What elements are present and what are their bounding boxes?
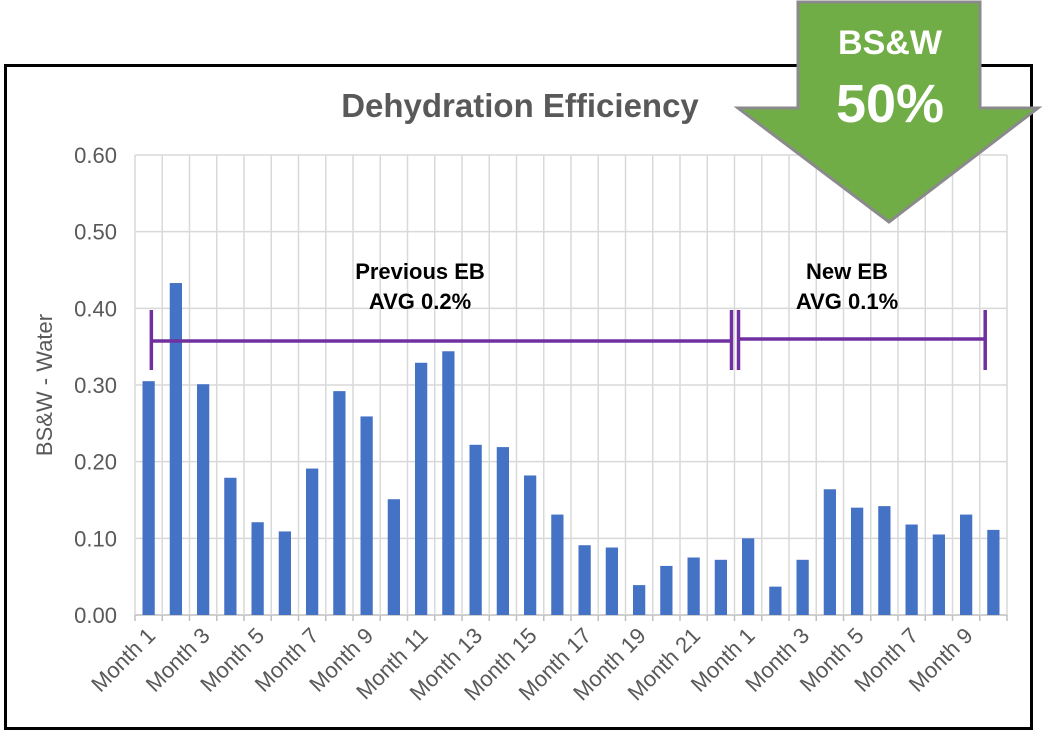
y-tick-label: 0.00	[74, 603, 117, 628]
bar	[224, 477, 237, 615]
bar	[959, 514, 973, 615]
bar	[796, 559, 809, 615]
chart-title: Dehydration Efficiency	[341, 87, 699, 124]
bar	[714, 559, 728, 615]
previous-eb-avg: AVG 0.2%	[369, 289, 471, 314]
bar	[605, 547, 619, 615]
bar	[333, 391, 346, 615]
y-axis-ticks: 0.00 0.10 0.20 0.30 0.40 0.50 0.60	[74, 143, 117, 628]
bar	[769, 586, 782, 615]
bar	[905, 524, 918, 615]
y-axis-label: BS&W - Water	[32, 314, 57, 456]
callout-label: BS&W	[838, 24, 943, 62]
bar	[660, 565, 673, 615]
bar	[278, 531, 292, 615]
bar	[551, 514, 564, 615]
bar	[878, 506, 891, 615]
bar	[496, 447, 510, 615]
y-tick-label: 0.20	[74, 450, 117, 475]
bar	[632, 585, 646, 615]
bar	[169, 283, 183, 615]
y-tick-label: 0.40	[74, 296, 117, 321]
bar	[987, 529, 1000, 615]
bar	[523, 475, 537, 615]
bar	[305, 468, 319, 615]
bar-series	[142, 283, 1000, 615]
new-eb-label: New EB	[806, 259, 888, 284]
y-tick-label: 0.30	[74, 373, 117, 398]
down-arrow-icon	[733, 0, 1043, 224]
bar	[360, 416, 373, 615]
bar	[442, 351, 455, 615]
gridlines	[134, 154, 1008, 621]
y-tick-label: 0.60	[74, 143, 117, 168]
bar	[823, 489, 837, 615]
y-tick-label: 0.50	[74, 220, 117, 245]
previous-eb-label: Previous EB	[355, 259, 485, 284]
bar	[578, 545, 591, 615]
bar	[850, 507, 864, 615]
bar	[251, 522, 264, 615]
bar	[932, 534, 946, 615]
callout-value: 50%	[836, 74, 944, 134]
bar	[196, 384, 210, 615]
bar	[387, 499, 401, 615]
bar	[414, 362, 428, 615]
period-brackets	[149, 310, 987, 370]
new-eb-avg: AVG 0.1%	[796, 289, 898, 314]
bar	[687, 557, 700, 615]
bar	[142, 381, 155, 615]
bar	[741, 538, 755, 615]
callout-arrow: BS&W 50%	[733, 0, 1043, 224]
bar	[469, 444, 482, 615]
y-tick-label: 0.10	[74, 526, 117, 551]
